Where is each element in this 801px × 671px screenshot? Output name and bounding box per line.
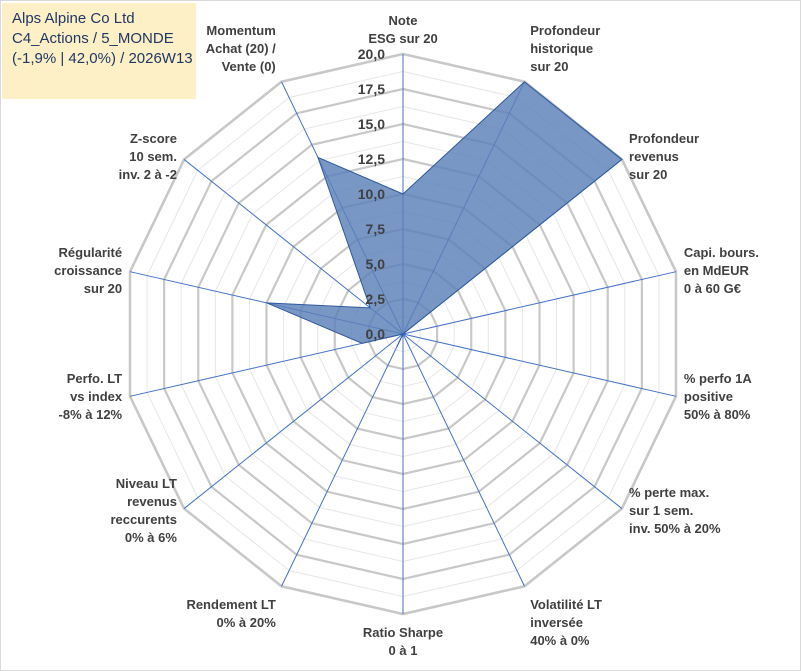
- company-name: Alps Alpine Co Ltd: [12, 10, 135, 27]
- axis-label: Volatilité LT inversée 40% à 0%: [530, 597, 602, 648]
- tick-label: 5,0: [366, 256, 386, 272]
- axis-label: Profondeur revenus sur 20: [629, 131, 699, 182]
- axis-label: Ratio Sharpe 0 à 1: [363, 625, 443, 658]
- axis-label: Régularité croissance sur 20: [54, 245, 122, 296]
- performance-summary: (-1,9% | 42,0%) / 2026W13: [12, 50, 193, 67]
- axis-label: Capi. bours. en MdEUR 0 à 60 G€: [684, 245, 759, 296]
- tick-label: 20,0: [358, 46, 385, 62]
- tick-label: 7,5: [366, 221, 386, 237]
- axis-label: Profondeur historique sur 20: [530, 23, 600, 74]
- info-box: Alps Alpine Co Ltd C4_Actions / 5_MONDE …: [2, 3, 196, 99]
- axis-spoke: [402, 333, 677, 397]
- tick-label: 2,5: [366, 291, 386, 307]
- axis-label: Z-score 10 sem. inv. 2 à -2: [119, 131, 177, 182]
- tick-label: 17,5: [358, 81, 385, 97]
- axis-label: % perfo 1A positive 50% à 80%: [684, 371, 753, 422]
- axis-spoke: [402, 333, 623, 509]
- axis-label: Perfo. LT vs index -8% à 12%: [59, 371, 123, 422]
- tick-label: 10,0: [358, 186, 385, 202]
- data-series-area: [266, 81, 623, 347]
- axis-label: Rendement LT 0% à 20%: [186, 597, 276, 630]
- tick-label: 15,0: [358, 116, 385, 132]
- axis-spoke: [402, 333, 525, 587]
- axis-label: Note ESG sur 20: [368, 13, 437, 46]
- axis-spoke: [183, 333, 404, 509]
- axis-spoke: [402, 271, 677, 335]
- axis-spoke: [281, 333, 404, 587]
- tick-label: 12,5: [358, 151, 385, 167]
- axis-label: Momentum Achat (20) / Vente (0): [206, 23, 276, 74]
- axis-label: % perte max. sur 1 sem. inv. 50% à 20%: [629, 485, 721, 536]
- axis-spoke: [129, 333, 404, 397]
- tick-label: 0,0: [366, 326, 386, 342]
- axis-spoke: [183, 159, 404, 335]
- category-label: C4_Actions / 5_MONDE: [12, 30, 174, 47]
- axis-label: Niveau LT revenus reccurents 0% à 6%: [110, 476, 177, 545]
